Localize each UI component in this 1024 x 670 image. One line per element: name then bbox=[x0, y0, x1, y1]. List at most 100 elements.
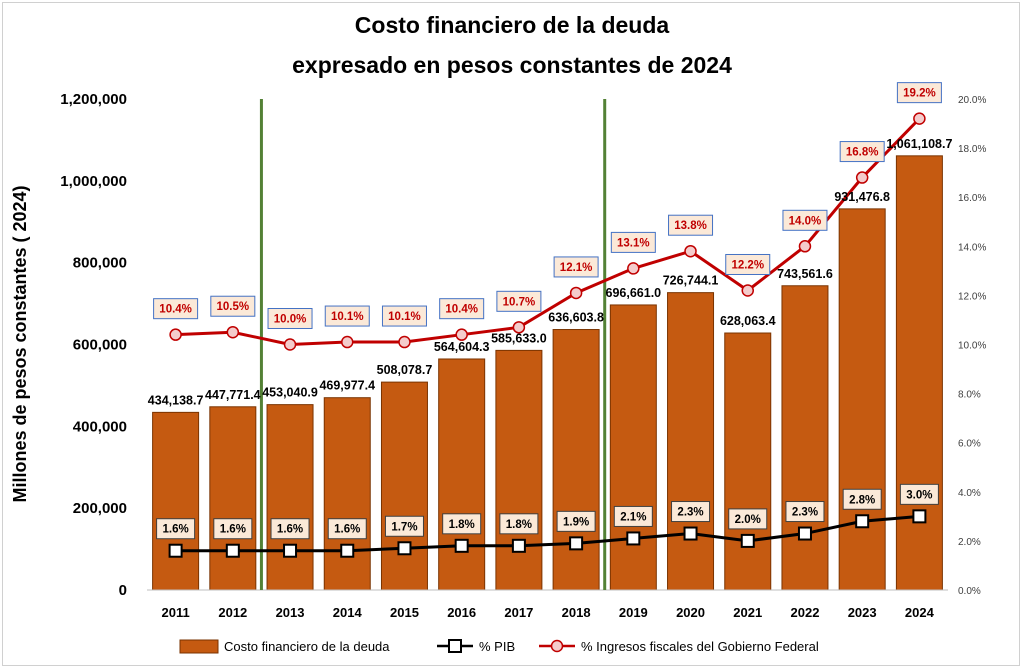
y2-tick-label: 12.0% bbox=[958, 291, 986, 302]
y2-tick-label: 0.0% bbox=[958, 586, 981, 597]
bar-value-label: 564,604.3 bbox=[434, 340, 490, 354]
ingresos-value-label: 10.1% bbox=[331, 311, 364, 323]
y-tick-label: 1,200,000 bbox=[60, 91, 127, 108]
pib-value-label: 2.3% bbox=[792, 507, 818, 519]
bar bbox=[610, 305, 656, 590]
pib-point bbox=[742, 535, 754, 547]
bar-value-label: 469,977.4 bbox=[319, 379, 375, 393]
bar-value-label: 696,661.0 bbox=[606, 286, 662, 300]
pib-point bbox=[627, 532, 639, 544]
ingresos-point bbox=[742, 285, 753, 296]
x-tick-label: 2014 bbox=[333, 605, 363, 620]
pib-point bbox=[341, 545, 353, 557]
pib-value-label: 2.1% bbox=[620, 511, 646, 523]
x-tick-label: 2013 bbox=[276, 605, 305, 620]
chart-title-line2: expresado en pesos constantes de 2024 bbox=[292, 52, 732, 78]
ingresos-value-label: 19.2% bbox=[903, 88, 936, 100]
chart-svg: Costo financiero de la deuda expresado e… bbox=[0, 0, 1024, 670]
x-tick-label: 2021 bbox=[733, 605, 762, 620]
y-tick-label: 800,000 bbox=[73, 255, 127, 272]
legend-swatch-bar bbox=[180, 640, 218, 653]
x-tick-label: 2023 bbox=[848, 605, 877, 620]
bar-value-label: 636,603.8 bbox=[548, 311, 604, 325]
bar-value-label: 628,063.4 bbox=[720, 314, 776, 328]
bar bbox=[210, 407, 256, 590]
ingresos-point bbox=[571, 287, 582, 298]
ingresos-value-label: 10.7% bbox=[503, 296, 536, 308]
legend-swatch-ingresos-marker bbox=[552, 641, 563, 652]
pib-point bbox=[913, 510, 925, 522]
bar bbox=[324, 398, 370, 590]
ingresos-value-label: 14.0% bbox=[789, 215, 822, 227]
ingresos-point bbox=[285, 339, 296, 350]
y2-tick-label: 18.0% bbox=[958, 144, 986, 155]
y2-tick-label: 8.0% bbox=[958, 390, 981, 401]
y2-tick-label: 14.0% bbox=[958, 242, 986, 253]
pib-point bbox=[685, 528, 697, 540]
bar bbox=[153, 412, 199, 590]
ingresos-value-label: 13.8% bbox=[674, 220, 707, 232]
bar-labels: 434,138.7 447,771.4 453,040.9 469,977.4508,… bbox=[148, 137, 953, 408]
x-axis-ticks: 2011 2012 2013 2014 2015 2016 2017 2018 2019 2020… bbox=[162, 605, 935, 620]
pib-point bbox=[170, 545, 182, 557]
y-tick-label: 200,000 bbox=[73, 500, 127, 517]
ingresos-value-label: 13.1% bbox=[617, 237, 650, 249]
ingresos-point bbox=[799, 241, 810, 252]
pib-point bbox=[398, 542, 410, 554]
pib-value-label: 2.8% bbox=[849, 494, 875, 506]
bar-value-label: 453,040.9 bbox=[262, 386, 318, 400]
ingresos-value-label: 12.1% bbox=[560, 262, 593, 274]
pib-point bbox=[799, 528, 811, 540]
pib-value-label: 1.6% bbox=[334, 524, 360, 536]
x-tick-label: 2018 bbox=[562, 605, 591, 620]
pib-point bbox=[856, 515, 868, 527]
x-tick-label: 2016 bbox=[447, 605, 476, 620]
ingresos-value-label: 12.2% bbox=[731, 259, 764, 271]
bar-value-label: 434,138.7 bbox=[148, 393, 204, 407]
y-axis-label: Millones de pesos constantes ( 2024) bbox=[10, 185, 30, 502]
ingresos-point bbox=[628, 263, 639, 274]
pib-value-label: 3.0% bbox=[906, 489, 932, 501]
bar-value-label: 931,476.8 bbox=[834, 190, 890, 204]
bar bbox=[496, 350, 542, 590]
bar bbox=[725, 333, 771, 590]
y-tick-label: 1,000,000 bbox=[60, 173, 127, 190]
ingresos-point bbox=[342, 337, 353, 348]
ingresos-value-label: 10.1% bbox=[388, 311, 421, 323]
bar-value-label: 508,078.7 bbox=[377, 363, 433, 377]
bar bbox=[839, 209, 885, 590]
y-tick-label: 400,000 bbox=[73, 418, 127, 435]
ingresos-point bbox=[170, 329, 181, 340]
legend: Costo financiero de la deuda % PIB % Ing… bbox=[180, 639, 819, 654]
ingresos-point bbox=[227, 327, 238, 338]
pib-value-label: 1.8% bbox=[506, 519, 532, 531]
pib-value-label: 1.6% bbox=[162, 524, 188, 536]
y2-axis-ticks: 0.0%2.0%4.0%6.0%8.0%10.0%12.0%14.0%16.0%… bbox=[958, 95, 986, 597]
x-tick-label: 2011 bbox=[162, 605, 190, 620]
x-tick-label: 2024 bbox=[905, 605, 935, 620]
bar bbox=[896, 156, 942, 590]
y2-tick-label: 4.0% bbox=[958, 488, 981, 499]
y2-tick-label: 16.0% bbox=[958, 193, 986, 204]
ingresos-value-label: 10.0% bbox=[274, 314, 307, 326]
x-tick-label: 2015 bbox=[390, 605, 419, 620]
ingresos-point bbox=[857, 172, 868, 183]
ingresos-point bbox=[456, 329, 467, 340]
pib-point bbox=[284, 545, 296, 557]
bar bbox=[439, 359, 485, 590]
ingresos-point bbox=[399, 337, 410, 348]
pib-value-label: 1.8% bbox=[449, 519, 475, 531]
pib-value-label: 1.7% bbox=[391, 521, 417, 533]
bar-value-label: 585,633.0 bbox=[491, 331, 547, 345]
x-tick-label: 2022 bbox=[791, 605, 820, 620]
legend-label-pib: % PIB bbox=[479, 639, 515, 654]
bar-value-label: 1,061,108.7 bbox=[886, 137, 952, 151]
bar-value-label: 726,744.1 bbox=[663, 274, 719, 288]
y2-tick-label: 2.0% bbox=[958, 537, 981, 548]
bar bbox=[668, 293, 714, 590]
pib-point bbox=[513, 540, 525, 552]
pib-point bbox=[570, 537, 582, 549]
legend-label-ingresos: % Ingresos fiscales del Gobierno Federal bbox=[581, 639, 819, 654]
pib-value-label: 1.9% bbox=[563, 516, 589, 528]
pib-value-label: 2.3% bbox=[677, 507, 703, 519]
